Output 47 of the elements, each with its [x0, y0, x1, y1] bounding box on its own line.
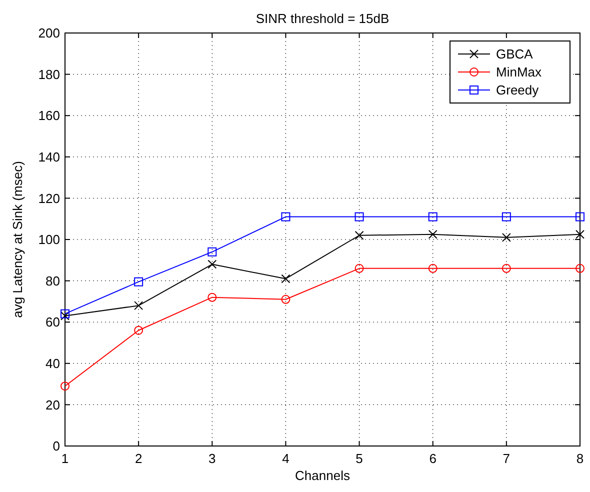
x-tick-label: 2: [134, 451, 142, 466]
y-tick-label: 140: [38, 149, 60, 164]
x-tick-label: 8: [576, 451, 584, 466]
x-tick-label: 7: [502, 451, 510, 466]
legend-label: MinMax: [496, 64, 542, 80]
point: [354, 264, 364, 273]
point: [576, 230, 584, 239]
legend-label: Greedy: [496, 82, 540, 98]
y-tick-label: 40: [46, 356, 60, 371]
point: [354, 230, 364, 240]
x-tick-label: 3: [208, 451, 216, 466]
chart-title: SINR threshold = 15dB: [256, 11, 390, 26]
y-tick-label: 20: [46, 397, 60, 412]
point: [428, 212, 438, 222]
point: [281, 212, 290, 222]
legend-label: GBCA: [496, 46, 534, 62]
point: [576, 212, 584, 222]
x-tick-label: 6: [429, 451, 436, 466]
point: [428, 230, 438, 239]
x-axis-title: Channels: [295, 468, 350, 483]
x-tick-label: 1: [61, 451, 69, 466]
y-tick-label: 100: [38, 232, 60, 248]
point: [208, 247, 217, 256]
y-tick-label: 180: [38, 66, 60, 82]
point: [208, 292, 217, 302]
point: [134, 277, 144, 286]
point: [428, 264, 438, 273]
point: [576, 264, 584, 273]
y-tick-label: 200: [38, 26, 60, 41]
point: [134, 301, 144, 310]
y-tick-label: 120: [38, 190, 60, 206]
point: [502, 232, 511, 242]
point: [134, 326, 144, 335]
point: [60, 382, 70, 391]
point: [354, 212, 364, 222]
y-tick-label: 160: [38, 108, 60, 124]
point: [502, 264, 511, 273]
x-tick-label: 4: [282, 451, 290, 466]
y-tick-label: 0: [52, 438, 60, 454]
point: [281, 294, 290, 304]
y-axis-title: avg Latency at Sink (msec): [10, 161, 25, 318]
y-tick-label: 80: [46, 273, 60, 288]
point: [502, 212, 511, 222]
point: [281, 274, 290, 284]
y-tick-label: 60: [46, 314, 60, 330]
point: [208, 260, 217, 269]
x-tick-label: 5: [356, 451, 363, 466]
